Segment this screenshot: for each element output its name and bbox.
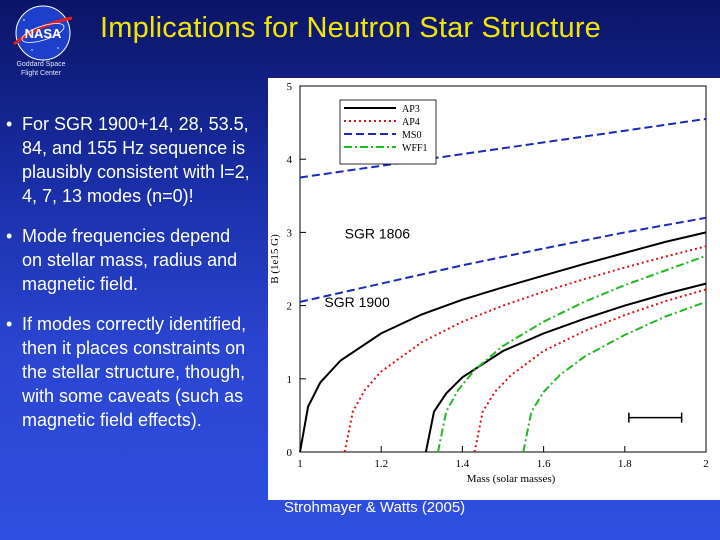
bullet-text: Mode frequencies depend on stellar mass,… xyxy=(22,226,238,294)
nasa-logo: NASA xyxy=(13,5,73,61)
center-name: Goddard Space Flight Center xyxy=(6,60,76,78)
annotation-label: SGR 1806 xyxy=(345,225,411,241)
series-line-wff1 xyxy=(522,300,707,453)
y-tick-label: 2 xyxy=(287,301,293,313)
legend-label-ap3: AP3 xyxy=(402,104,420,115)
y-tick-label: 3 xyxy=(287,227,293,239)
bullet-marker: • xyxy=(6,314,13,334)
bullet-text: If modes correctly identified, then it p… xyxy=(22,314,247,430)
center-name-line-1: Goddard Space xyxy=(16,61,66,68)
series-line-ms0 xyxy=(299,117,707,179)
series-line-wff1 xyxy=(437,254,707,453)
series-line-ms0 xyxy=(299,216,707,303)
x-tick-label: 1.4 xyxy=(456,458,470,470)
bullet-list: • For SGR 1900+14, 28, 53.5, 84, and 155… xyxy=(6,112,251,448)
legend-box xyxy=(339,99,437,165)
slide-title: Implications for Neutron Star Structure xyxy=(100,12,601,44)
y-tick-label: 1 xyxy=(287,374,293,386)
x-tick-label: 2 xyxy=(703,458,709,470)
y-axis-label: B (1e15 G) xyxy=(269,234,281,284)
series-line-ap4 xyxy=(343,245,707,453)
legend-label-ap4: AP4 xyxy=(402,117,420,128)
bullet-marker: • xyxy=(6,226,13,246)
y-tick-label: 5 xyxy=(287,81,293,93)
bullet-item: • Mode frequencies depend on stellar mas… xyxy=(6,224,251,296)
x-axis-label: Mass (solar masses) xyxy=(467,473,556,485)
citation: Strohmayer & Watts (2005) xyxy=(284,499,466,516)
x-tick-label: 1 xyxy=(297,458,303,470)
center-name-line-2: Flight Center xyxy=(20,70,62,77)
annotation-label: SGR 1900 xyxy=(324,294,390,310)
bullet-marker: • xyxy=(6,114,13,134)
series-line-ap4 xyxy=(473,288,707,453)
series-line-ap3 xyxy=(299,231,707,453)
x-tick-label: 1.8 xyxy=(618,458,632,470)
x-tick-label: 1.2 xyxy=(374,458,388,470)
bullet-text: For SGR 1900+14, 28, 53.5, 84, and 155 H… xyxy=(22,114,250,206)
nasa-logo-text: NASA xyxy=(25,26,62,41)
y-tick-label: 0 xyxy=(287,447,293,459)
bullet-item: • For SGR 1900+14, 28, 53.5, 84, and 155… xyxy=(6,112,251,208)
legend-label-wff1: WFF1 xyxy=(402,143,428,154)
x-tick-label: 1.6 xyxy=(537,458,551,470)
figure-panel: 1 1.2 1.4 1.6 1.8 2 0 1 2 3 4 5 Mass (solar masses) B… xyxy=(268,78,720,500)
series-line-ap3 xyxy=(424,282,707,453)
bullet-item: • If modes correctly identified, then it… xyxy=(6,312,251,432)
plot-area-frame xyxy=(299,85,707,453)
y-tick-label: 4 xyxy=(287,154,293,166)
legend-label-ms0: MS0 xyxy=(402,130,421,141)
